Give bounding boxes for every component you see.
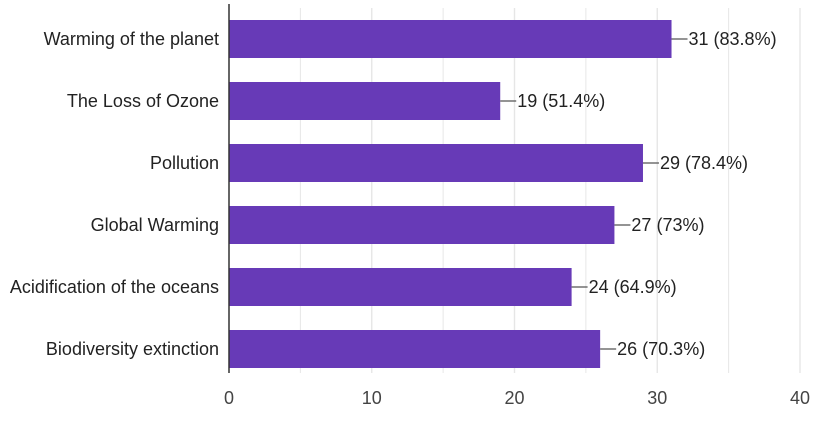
data-label-4: 24 (64.9%) <box>589 277 677 297</box>
bar-0 <box>229 20 672 58</box>
data-label-2: 29 (78.4%) <box>660 153 748 173</box>
bar-3 <box>229 206 615 244</box>
x-tick-label-20: 20 <box>504 388 524 408</box>
bar-5 <box>229 330 601 368</box>
category-label-5: Biodiversity extinction <box>46 339 219 359</box>
axes: 0 10 20 30 40 <box>224 4 810 408</box>
grid-lines <box>299 8 801 373</box>
category-label-3: Global Warming <box>91 215 219 235</box>
data-label-0: 31 (83.8%) <box>689 29 777 49</box>
x-tick-label-10: 10 <box>362 388 382 408</box>
labels: 31 (83.8%) Warming of the planet 19 (51.4%… <box>10 29 777 359</box>
data-label-3: 27 (73%) <box>631 215 704 235</box>
data-label-5: 26 (70.3%) <box>617 339 705 359</box>
x-tick-label-30: 30 <box>647 388 667 408</box>
category-label-4: Acidification of the oceans <box>10 277 219 297</box>
data-label-1: 19 (51.4%) <box>517 91 605 111</box>
category-label-0: Warming of the planet <box>44 29 219 49</box>
bar-1 <box>229 82 501 120</box>
bars <box>229 20 672 368</box>
category-label-2: Pollution <box>150 153 219 173</box>
x-tick-label-40: 40 <box>790 388 810 408</box>
bar-2 <box>229 144 643 182</box>
x-tick-label-0: 0 <box>224 388 234 408</box>
category-label-1: The Loss of Ozone <box>67 91 219 111</box>
bar-4 <box>229 268 572 306</box>
